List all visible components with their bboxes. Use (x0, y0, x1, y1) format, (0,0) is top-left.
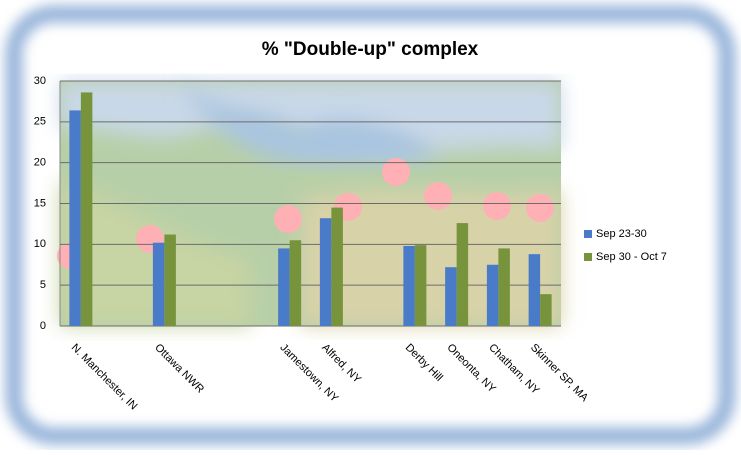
x-tick-label: Ottawa NWR (152, 342, 206, 396)
bar (278, 248, 290, 326)
bar (331, 207, 343, 326)
bar (403, 245, 415, 326)
y-tick-label: 20 (34, 157, 46, 169)
bar (498, 248, 510, 326)
bar (319, 218, 332, 326)
bar (528, 254, 541, 326)
bar (486, 264, 499, 326)
legend-swatch (584, 230, 592, 238)
chart-title: % "Double-up" complex (262, 39, 479, 60)
bar (414, 245, 427, 326)
legend-swatch (584, 253, 592, 261)
y-tick-label: 10 (34, 238, 46, 250)
bar (164, 234, 176, 326)
bar (80, 92, 93, 326)
frame (5, 5, 736, 445)
bar (152, 242, 165, 326)
bar (445, 267, 457, 326)
bar (456, 223, 469, 326)
bar (69, 110, 81, 327)
bar (540, 294, 552, 326)
x-tick-label: Skinner SP, MA (528, 342, 591, 405)
x-tick-label: Alfred, NY (319, 342, 363, 386)
y-tick-label: 15 (34, 197, 46, 209)
y-tick-label: 5 (40, 279, 46, 291)
legend-label: Sep 30 - Oct 7 (596, 251, 667, 263)
legend-label: Sep 23-30 (596, 228, 647, 240)
bar (289, 240, 302, 326)
x-tick-label: N. Manchester, IN (69, 342, 140, 413)
y-tick-label: 0 (40, 320, 46, 332)
x-tick-label: Derby Hill (403, 342, 445, 384)
y-tick-label: 30 (34, 75, 46, 87)
y-tick-label: 25 (34, 116, 46, 128)
